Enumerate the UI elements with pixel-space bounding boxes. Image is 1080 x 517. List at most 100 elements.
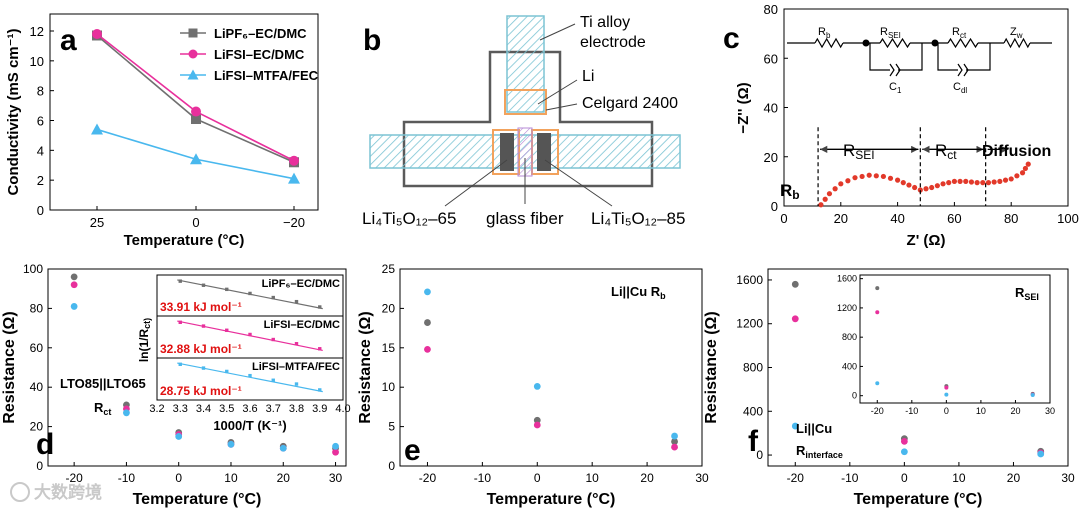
nyquist-point [951, 178, 958, 184]
data-point [900, 448, 908, 456]
inset-point [225, 369, 229, 374]
inset-series-label: LiPF₆–EC/DMC [262, 278, 340, 290]
y-tick-label: 80 [30, 301, 44, 315]
circuit-label-c1: C1 [889, 81, 902, 95]
inset-point [178, 362, 182, 366]
data-point [424, 288, 431, 296]
legend-label: LiFSI–MTFA/FEC [214, 68, 319, 83]
x-tick-label: 20 [834, 211, 848, 226]
y-tick-label: 20 [30, 420, 44, 434]
x-axis-title: Z' (Ω) [907, 232, 946, 249]
inset-x-tick-label: 3.9 [312, 403, 327, 415]
panel-letter: d [36, 428, 54, 461]
inset-frame [859, 274, 1051, 404]
label-separator: Celgard 2400 [582, 95, 678, 112]
panel-c-nyquist-chart: 0 20 40 60 80 100 0 20 40 60 80 Z' (Ω) −Z'' (Ω) c RSEI… [723, 2, 1079, 249]
legend-marker [188, 28, 198, 38]
nyquist-point [957, 178, 963, 184]
panel-e-rb-chart: -20 -10 0 10 20 30 0 5 10 15 20 25 Temperature (°C) R… [357, 262, 709, 508]
x-tick-label: 0 [901, 471, 908, 485]
y-tick-label: 40 [764, 101, 778, 116]
inset-point [271, 337, 275, 342]
inset-y-tick-label: 0 [852, 391, 857, 401]
data-point [791, 315, 799, 323]
y-axis-title: Conductivity (mS cm⁻¹) [5, 28, 22, 195]
inset-point [225, 328, 229, 332]
x-tick-label: 10 [224, 471, 238, 485]
annotation-rinterface: Rinterface [796, 443, 843, 460]
x-tick-label: 20 [640, 471, 654, 485]
nyquist-point [1019, 170, 1026, 176]
panel-letter: b [363, 24, 381, 57]
nyquist-point [1014, 173, 1020, 179]
panel-letter: a [60, 24, 77, 57]
y-tick-label: 20 [764, 150, 778, 165]
annotation-rsei: RSEI [843, 141, 875, 162]
inset-point [294, 299, 299, 304]
inset-series-label: LiFSI–EC/DMC [264, 319, 340, 331]
data-point [70, 273, 78, 281]
data-point [791, 422, 799, 430]
label-electrode: Ti alloy [580, 14, 630, 31]
inset-x-tick-label: 10 [976, 406, 986, 416]
inset-point [201, 283, 206, 287]
x-tick-label: 30 [695, 471, 709, 485]
x-tick-label: 80 [1004, 211, 1018, 226]
data-point [191, 106, 201, 117]
nyquist-point [963, 178, 969, 184]
series-line-2 [96, 128, 295, 180]
circuit-label-rsei: RSEI [880, 26, 901, 40]
inset-x-tick-label: 0 [944, 406, 949, 416]
nyquist-point [934, 183, 940, 189]
panel-f-rinterface-chart: -20 -10 0 10 20 30 0 400 800 1200 1600 Temperature … [703, 268, 1075, 508]
x-axis-title: Temperature (°C) [133, 491, 262, 508]
data-point [533, 383, 541, 390]
x-tick-label: -10 [118, 471, 136, 485]
x-tick-label: 100 [1057, 211, 1079, 226]
watermark-logo [10, 482, 30, 502]
label-glass-fiber: glass fiber [486, 209, 564, 228]
circuit-label-zw: Zw [1010, 26, 1023, 40]
inset-point [875, 310, 880, 315]
panel-a-axes [49, 13, 319, 211]
inset-frame [156, 274, 344, 401]
inset-point [248, 332, 252, 337]
y-tick-label: 60 [30, 341, 44, 355]
y-tick-label: 15 [382, 341, 396, 355]
x-axis-title: Temperature (°C) [124, 232, 245, 249]
inset-point [944, 385, 949, 390]
x-tick-label: 0 [175, 471, 182, 485]
y-tick-label: 4 [37, 143, 44, 158]
li-foil [504, 89, 547, 115]
inset-x-tick-label: 3.8 [289, 403, 304, 415]
nyquist-point [838, 181, 844, 187]
callout-electrode [539, 23, 576, 41]
nyquist-point [929, 184, 935, 191]
x-tick-label: 10 [586, 471, 600, 485]
inset-point [318, 305, 322, 309]
inset-point [875, 381, 880, 386]
panel-e-axes [399, 268, 703, 467]
data-point [533, 421, 541, 429]
y-tick-label: 20 [382, 301, 396, 315]
cpe-cdl [957, 63, 969, 77]
inset-y-title: ln(1/Rct) [137, 318, 152, 362]
y-tick-label: 25 [382, 262, 396, 276]
y-tick-label: 0 [37, 203, 44, 218]
watermark-text: 大数跨境 [34, 482, 102, 502]
circuit-node [931, 39, 939, 47]
nyquist-point [906, 182, 912, 188]
nyquist-point [866, 172, 872, 178]
inset-x-tick-label: -20 [871, 406, 884, 416]
data-point [332, 442, 339, 450]
panel-letter: e [404, 434, 421, 467]
nyquist-point [1008, 176, 1014, 182]
inset-x-tick-label: 30 [1045, 406, 1055, 416]
y-axis-title: Resistance (Ω) [1, 311, 18, 423]
nyquist-point [822, 196, 828, 202]
data-point [533, 416, 541, 424]
data-point [332, 448, 339, 456]
data-point [191, 114, 201, 125]
inset-point [875, 286, 880, 291]
